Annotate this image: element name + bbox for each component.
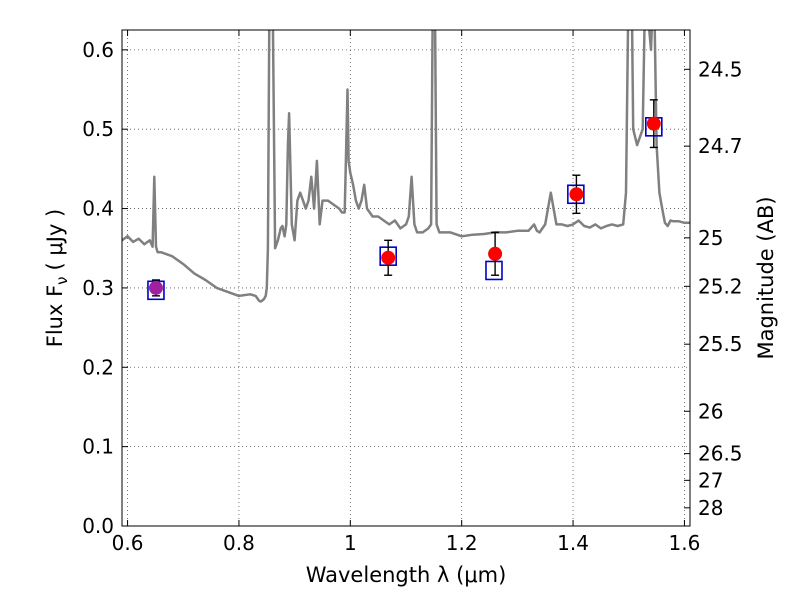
y-axis-label-left-main: Flux F [43,285,67,347]
x-axis-label: Wavelength λ (μm) [306,563,507,587]
right-tick-label: 26 [698,399,723,423]
plot-frame [121,29,691,527]
photometry-markers [147,99,663,301]
right-tick-label: 25.2 [698,274,743,298]
y-axis-ticks: 0.0 0.1 0.2 0.3 0.4 0.5 0.6 [82,38,128,538]
model-spectrum [122,30,690,303]
x-tick-label: 0.6 [112,531,144,555]
x-tick-label: 1.4 [557,531,589,555]
observed-point [646,116,661,131]
x-axis-ticks: 0.6 0.8 1 1.2 1.4 1.6 [112,30,701,555]
plot-background [122,30,690,526]
y-axis-label-right: Magnitude (AB) [754,196,778,359]
y-tick-label: 0.6 [82,38,114,62]
spectrum-line [122,30,690,303]
x-tick-label: 0.8 [223,531,255,555]
y-tick-label: 0.4 [82,197,114,221]
x-tick-label: 1.6 [669,531,701,555]
right-tick-label: 28 [698,496,723,520]
y-axis-label-left-subscript: ν [53,276,71,284]
x-tick-label: 1.2 [446,531,478,555]
right-tick-label: 24.5 [698,57,743,81]
y-tick-label: 0.2 [82,355,114,379]
y-tick-label: 0.5 [82,117,114,141]
y-tick-label: 0.0 [82,514,114,538]
right-tick-label: 25.5 [698,332,743,356]
x-tick-label: 1 [344,531,357,555]
right-tick-label: 24.7 [698,134,743,158]
y-axis-label-left-unit: ( μJy ) [43,209,67,271]
observed-point [488,246,503,261]
y-tick-label: 0.3 [82,276,114,300]
y-tick-label: 0.1 [82,435,114,459]
right-tick-label: 26.5 [698,442,743,466]
right-tick-label: 25 [698,226,723,250]
model-square-marker [485,260,503,281]
observed-point [148,280,163,295]
observed-point [569,187,584,202]
y-axis-label-left: Flux Fν ( μJy ) [43,209,71,348]
right-tick-label: 27 [698,468,723,492]
right-axis-ticks: 24.5 24.7 25 25.2 25.5 26 26.527 28 [684,57,743,520]
observed-point [381,250,396,265]
